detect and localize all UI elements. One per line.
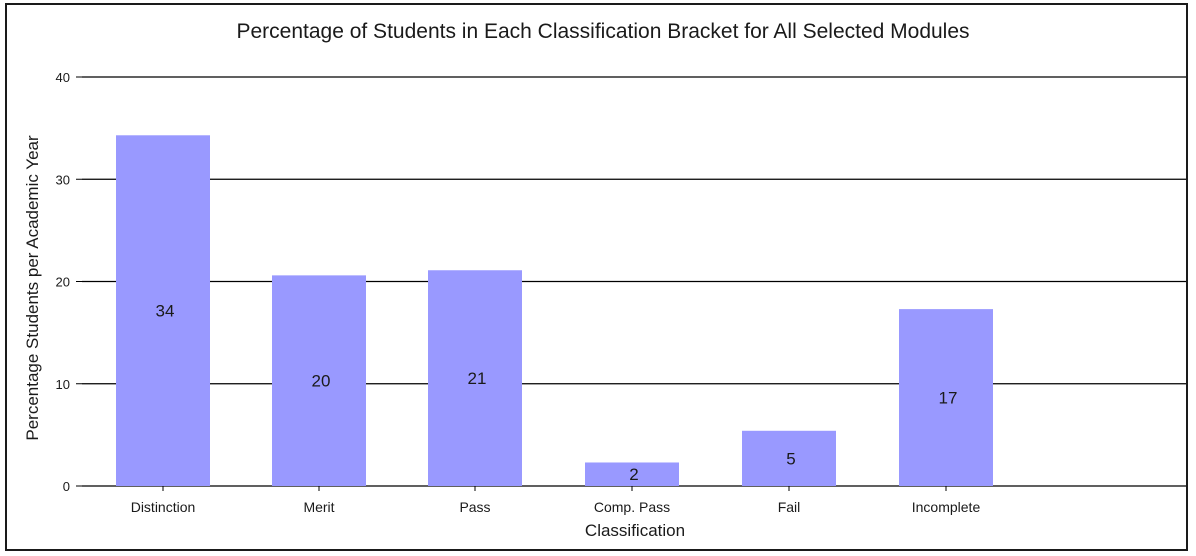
data-labels: 34 20 21 2 5 17 xyxy=(156,302,958,485)
bar-fail xyxy=(742,430,836,486)
x-axis-label: Classification xyxy=(585,521,685,540)
y-tick-label: 40 xyxy=(56,70,70,85)
y-tick-label: 20 xyxy=(56,275,70,290)
y-tick-label: 30 xyxy=(56,172,70,187)
data-label: 2 xyxy=(629,465,638,484)
y-tick-label: 10 xyxy=(56,377,70,392)
data-label: 17 xyxy=(939,389,958,408)
chart-frame: Percentage of Students in Each Classific… xyxy=(5,3,1188,551)
data-label: 20 xyxy=(312,372,331,391)
x-tick-label: Fail xyxy=(778,499,801,515)
data-label: 21 xyxy=(468,369,487,388)
x-category-labels: Distinction Merit Pass Comp. Pass Fail Incomp… xyxy=(131,499,981,515)
x-tick-label: Merit xyxy=(303,499,334,515)
bar-incomplete xyxy=(899,309,993,486)
x-tick-label: Comp. Pass xyxy=(594,499,670,515)
gridlines xyxy=(76,76,1186,491)
y-axis-label: Percentage Students per Academic Year xyxy=(23,135,42,441)
chart-title: Percentage of Students in Each Classific… xyxy=(236,20,969,43)
x-tick-label: Incomplete xyxy=(912,499,981,515)
y-tick-labels: 0 10 20 30 40 xyxy=(56,70,70,494)
bar-distinction xyxy=(116,135,210,486)
data-label: 34 xyxy=(156,302,175,321)
bar-pass xyxy=(428,270,522,486)
bars xyxy=(116,135,993,486)
x-tick-label: Distinction xyxy=(131,499,196,515)
data-label: 5 xyxy=(786,449,795,468)
y-tick-label: 0 xyxy=(63,479,70,494)
bar-chart: Percentage of Students in Each Classific… xyxy=(23,20,1186,540)
bar-merit xyxy=(272,275,366,486)
x-tick-label: Pass xyxy=(459,499,490,515)
bar-comp-pass xyxy=(585,462,679,486)
